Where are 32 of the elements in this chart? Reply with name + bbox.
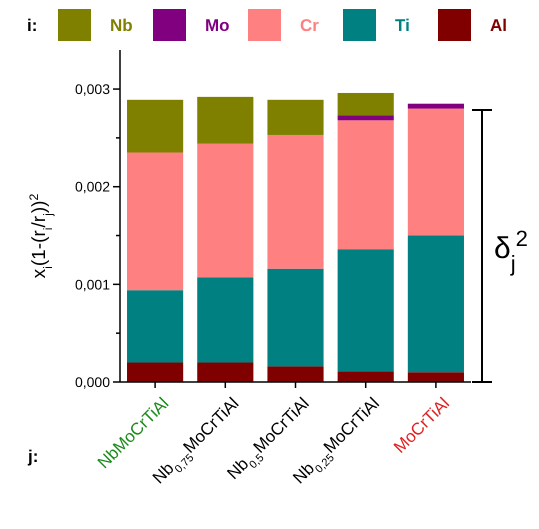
legend-label: Al (490, 16, 507, 35)
bar (408, 108, 464, 236)
bar (338, 92, 394, 116)
legend-label: Cr (300, 16, 320, 35)
y-tick-label: 0,002 (74, 178, 110, 195)
bar (197, 362, 254, 382)
bar (127, 152, 184, 290)
bar (197, 96, 254, 144)
y-tick-label: 0,003 (74, 80, 110, 97)
y-tick-label: 0,001 (74, 276, 110, 292)
bar (408, 236, 464, 372)
bar (267, 134, 324, 269)
bar (338, 371, 394, 382)
bar (408, 372, 464, 382)
bar (267, 366, 324, 382)
x-axis-title: j: (27, 447, 38, 466)
bar (197, 278, 254, 362)
legend-title: i: (27, 16, 38, 35)
bar (127, 362, 184, 382)
bar (127, 290, 184, 362)
y-tick-label: 0,000 (74, 374, 110, 390)
legend-label: Mo (205, 16, 230, 35)
bar (267, 268, 324, 366)
bar (338, 249, 394, 372)
bar (338, 120, 394, 250)
legend-label: Ti (395, 16, 410, 35)
bar (267, 100, 324, 135)
bar (338, 115, 394, 120)
bar (197, 144, 254, 278)
legend-label: Nb (110, 16, 133, 35)
bar (127, 100, 184, 153)
bar (408, 104, 464, 109)
